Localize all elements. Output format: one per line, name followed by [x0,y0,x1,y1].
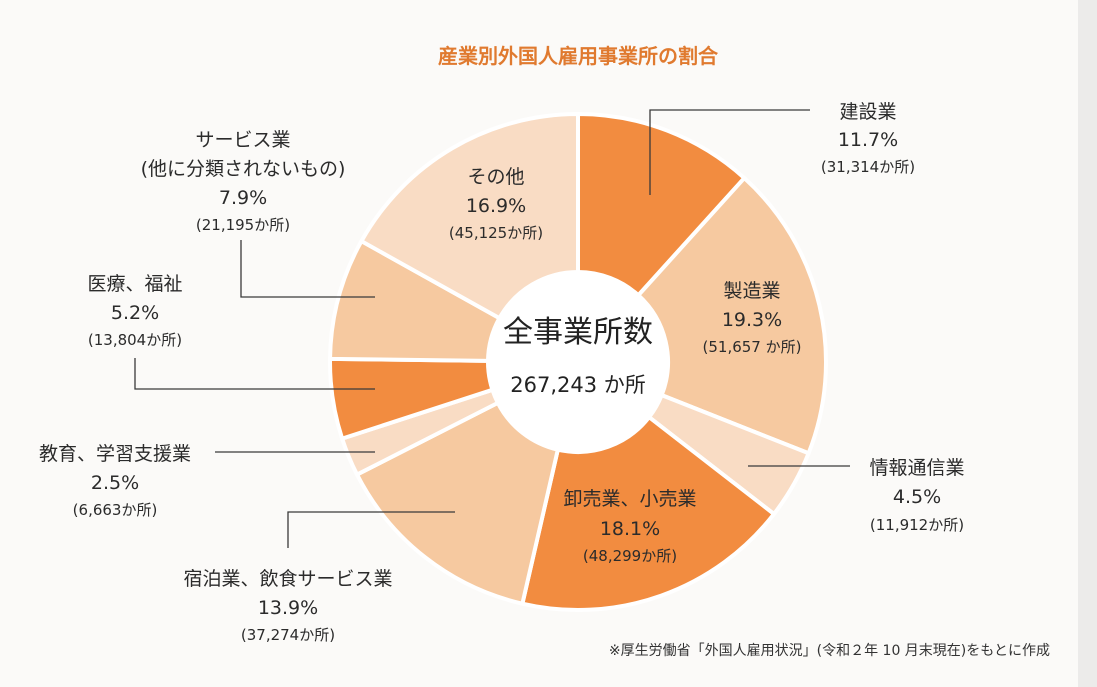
label-manufacturing-name: 製造業 [723,280,780,302]
label-it-name: 情報通信業 [869,457,964,479]
label-construction-name: 建設業 [839,101,896,123]
chart-title: 産業別外国人雇用事業所の割合 [438,44,719,68]
label-medical-name: 医療、福祉 [87,273,182,295]
label-manufacturing-percent: 19.3% [722,309,782,331]
center-label: 全事業所数 [503,315,653,350]
label-manufacturing-count: (51,657 か所) [703,338,802,356]
label-retail-name: 卸売業、小売業 [563,488,696,510]
label-lodging-name: 宿泊業、飲食サービス業 [183,568,392,590]
label-other-percent: 16.9% [466,195,526,217]
label-construction: 建設業 11.7% (31,314か所) [821,101,915,176]
label-retail-percent: 18.1% [600,518,660,540]
label-construction-count: (31,314か所) [821,158,915,176]
label-medical: 医療、福祉 5.2% (13,804か所) [87,273,182,349]
label-education-name: 教育、学習支援業 [39,443,191,465]
leader-line-lodging [287,511,455,548]
leader-line-service [240,240,375,298]
label-other-name: その他 [467,166,524,188]
label-other-count: (45,125か所) [449,224,543,242]
label-service-percent: 7.9% [219,187,267,209]
label-education: 教育、学習支援業 2.5% (6,663か所) [39,443,191,519]
label-lodging-percent: 13.9% [258,597,318,619]
leader-lines [134,109,850,548]
label-it: 情報通信業 4.5% (11,912か所) [869,457,964,534]
label-service-count: (21,195か所) [196,216,290,234]
label-service: サービス業 (他に分類されないもの) 7.9% (21,195か所) [141,129,346,234]
label-education-count: (6,663か所) [73,501,158,519]
donut-slices [327,111,828,612]
label-retail: 卸売業、小売業 18.1% (48,299か所) [563,488,696,565]
label-lodging-count: (37,274か所) [241,626,335,644]
label-construction-percent: 11.7% [838,129,898,151]
label-service-name: サービス業 [195,129,290,151]
label-medical-percent: 5.2% [111,302,159,324]
label-other: その他 16.9% (45,125か所) [449,166,543,242]
source-note: ※厚生労働省「外国人雇用状況」(令和２年 10 月末現在)をもとに作成 [609,642,1050,659]
label-service-sublabel: (他に分類されないもの) [141,158,346,180]
label-manufacturing: 製造業 19.3% (51,657 か所) [703,280,802,356]
center-total: 267,243 か所 [510,373,646,397]
donut-hole [488,272,668,452]
label-lodging: 宿泊業、飲食サービス業 13.9% (37,274か所) [183,568,392,644]
label-it-percent: 4.5% [893,486,941,508]
label-retail-count: (48,299か所) [583,547,677,565]
label-it-count: (11,912か所) [870,516,964,534]
label-education-percent: 2.5% [91,472,139,494]
leader-line-medical [134,358,375,390]
leader-line-construction [649,109,810,195]
label-medical-count: (13,804か所) [88,331,182,349]
